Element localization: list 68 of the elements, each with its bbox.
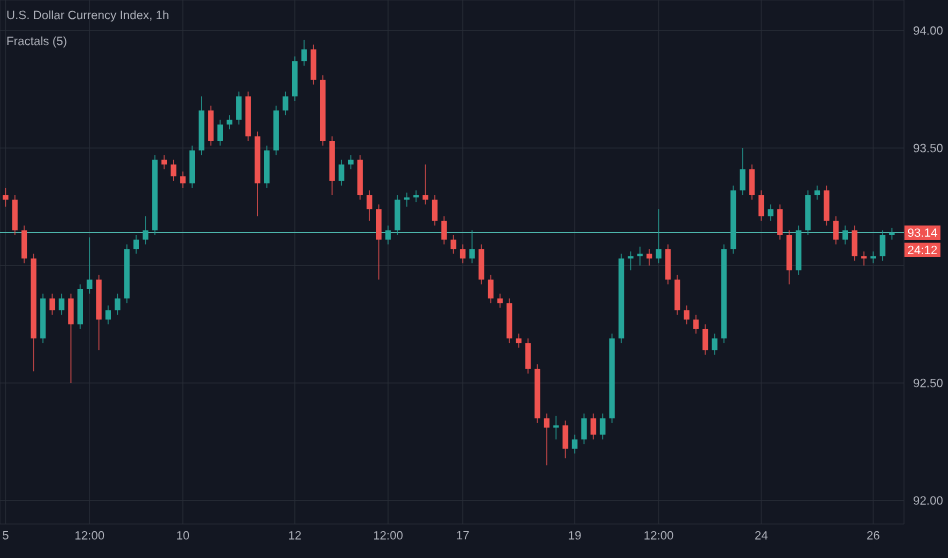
candlestick	[347, 154, 354, 170]
candlestick	[581, 413, 587, 445]
candlestick	[142, 215, 149, 245]
candlestick	[273, 105, 279, 156]
candlestick	[189, 145, 195, 189]
candlestick	[133, 234, 140, 255]
candlestick	[208, 105, 214, 147]
candlestick	[749, 164, 755, 201]
candlestick	[105, 305, 112, 325]
candlestick	[870, 251, 877, 264]
candlestick	[702, 323, 709, 356]
candlestick	[441, 215, 447, 245]
candlestick	[431, 194, 438, 226]
candlestick	[422, 164, 429, 205]
candlestick	[413, 189, 419, 203]
candlestick	[77, 283, 84, 330]
candlestick	[562, 420, 569, 459]
candlestick	[590, 413, 597, 440]
candlestick	[49, 293, 56, 316]
candlestick	[264, 145, 270, 189]
candlestick	[805, 189, 811, 236]
candlestick	[833, 215, 839, 245]
candlestick	[553, 415, 559, 440]
candlestick	[861, 251, 867, 266]
candlestick	[497, 293, 503, 309]
candlestick	[478, 243, 485, 285]
candlestick	[338, 159, 345, 187]
candlestick	[161, 154, 167, 170]
candlestick	[693, 314, 699, 335]
candlestick	[217, 119, 223, 147]
candlestick	[21, 225, 28, 264]
candlestick	[245, 91, 251, 142]
candlestick	[469, 229, 475, 264]
candlestick	[777, 204, 783, 241]
candlestick	[170, 159, 177, 182]
candlestick	[292, 56, 298, 102]
candlestick	[571, 434, 578, 454]
candlestick	[599, 413, 606, 440]
candlestick	[310, 44, 317, 85]
candlestick	[889, 227, 895, 241]
candlestick	[357, 154, 363, 201]
candlestick	[786, 229, 793, 285]
candlestick	[96, 274, 102, 351]
candlestick	[711, 333, 718, 356]
candlestick	[543, 413, 550, 466]
candlestick	[385, 225, 391, 245]
candlestick	[683, 305, 690, 325]
candlestick	[665, 243, 671, 285]
candlestick	[487, 274, 494, 304]
candlestick	[68, 293, 74, 384]
candlestick	[12, 194, 18, 236]
candlestick	[58, 293, 65, 316]
candlestick	[301, 39, 307, 67]
candlestick	[637, 246, 643, 266]
candlestick	[329, 135, 335, 196]
candlestick	[842, 225, 849, 245]
candlestick	[2, 187, 9, 208]
candlestick	[525, 337, 531, 375]
candlestick	[180, 171, 186, 189]
candlestick	[459, 243, 466, 264]
candlestick	[40, 293, 46, 344]
candlestick	[403, 192, 410, 208]
candlestick	[114, 293, 121, 316]
candlestick	[375, 204, 382, 281]
candlestick	[823, 185, 830, 226]
candlestick	[236, 91, 242, 125]
candlestick	[851, 225, 858, 262]
candlestick	[758, 189, 765, 222]
